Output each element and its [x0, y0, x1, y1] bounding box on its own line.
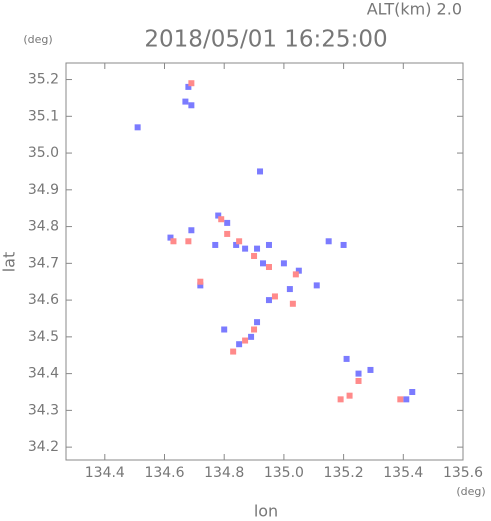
- echo-point: [280, 260, 287, 267]
- x-tick-label: 135.2: [324, 465, 364, 481]
- plot-frame: [65, 62, 464, 461]
- echo-point: [170, 238, 177, 245]
- echo-point: [271, 293, 278, 300]
- echo-point: [286, 286, 293, 293]
- x-tick-label: 134.4: [85, 465, 125, 481]
- x-tick-label: 134.8: [204, 465, 244, 481]
- echo-point: [346, 392, 353, 399]
- echo-point: [230, 348, 237, 355]
- echo-point: [212, 241, 219, 248]
- echo-point: [188, 80, 195, 87]
- echo-point: [185, 83, 192, 90]
- echo-point: [265, 297, 272, 304]
- x-tick-label: 135.6: [443, 465, 483, 481]
- echo-point: [325, 238, 332, 245]
- echo-point: [236, 341, 243, 348]
- x-tick-label: 134.6: [144, 465, 184, 481]
- echo-point: [224, 219, 231, 226]
- echo-point: [197, 282, 204, 289]
- y-tick-label: 34.2: [28, 439, 59, 455]
- echo-point: [289, 300, 296, 307]
- y-tick-label: 34.5: [28, 329, 59, 345]
- y-tick-label: 34.9: [28, 182, 59, 198]
- echo-point: [188, 102, 195, 109]
- echo-point: [251, 326, 258, 333]
- echo-point: [355, 370, 362, 377]
- echo-point: [188, 227, 195, 234]
- y-tick-label: 34.6: [28, 292, 59, 308]
- y-tick-label: 34.3: [28, 402, 59, 418]
- echo-point: [355, 377, 362, 384]
- echo-point: [197, 278, 204, 285]
- chart-title: 2018/05/01 16:25:00: [144, 27, 387, 53]
- echo-point: [265, 241, 272, 248]
- y-tick-label: 35.0: [28, 145, 59, 161]
- echo-point: [257, 168, 264, 175]
- echo-point: [233, 241, 240, 248]
- echo-point: [403, 396, 410, 403]
- echo-point: [292, 271, 299, 278]
- echo-point: [185, 238, 192, 245]
- echo-point: [248, 333, 255, 340]
- y-tick-label: 34.7: [28, 255, 59, 271]
- echo-point: [182, 98, 189, 105]
- echo-point: [221, 326, 228, 333]
- y-tick-label: 34.8: [28, 219, 59, 235]
- echo-point: [313, 282, 320, 289]
- echo-point: [367, 366, 374, 373]
- y-axis-label: lat: [0, 252, 19, 273]
- x-tick-label: 135.4: [383, 465, 423, 481]
- echo-point: [215, 212, 222, 219]
- x-tick-label: 135.0: [264, 465, 304, 481]
- echo-point: [260, 260, 267, 267]
- echo-point: [242, 245, 249, 252]
- echo-point: [134, 124, 141, 131]
- echo-point: [337, 396, 344, 403]
- echo-point: [218, 216, 225, 223]
- echo-point: [295, 267, 302, 274]
- echo-point: [254, 245, 261, 252]
- echo-point: [167, 234, 174, 241]
- echo-point: [224, 230, 231, 237]
- echo-point: [409, 388, 416, 395]
- x-unit: (deg): [456, 485, 485, 498]
- echo-point: [265, 264, 272, 271]
- echo-point: [236, 238, 243, 245]
- echo-point: [340, 241, 347, 248]
- y-tick-label: 35.1: [28, 108, 59, 124]
- y-tick-label: 35.2: [28, 72, 59, 88]
- echo-point: [254, 319, 261, 326]
- echo-point: [343, 355, 350, 362]
- echo-point: [397, 396, 404, 403]
- x-axis-label: lon: [254, 502, 278, 521]
- y-tick-label: 34.4: [28, 366, 59, 382]
- echo-point: [251, 252, 258, 259]
- echo-point: [242, 337, 249, 344]
- altitude-label: ALT(km) 2.0: [367, 0, 462, 19]
- y-unit: (deg): [23, 33, 52, 46]
